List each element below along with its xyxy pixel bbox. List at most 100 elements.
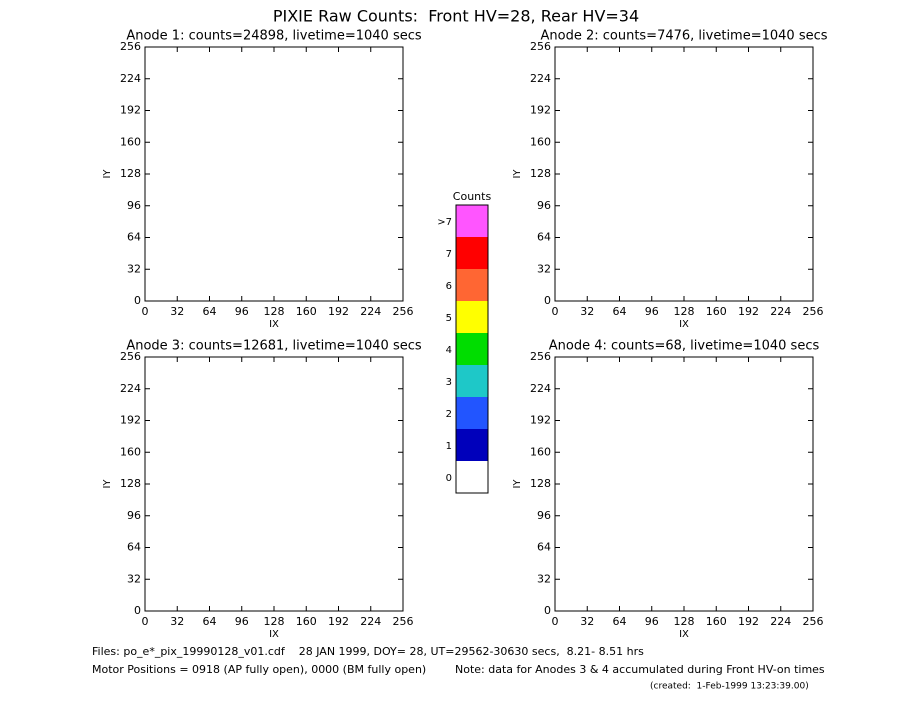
- x-tick-label: 256: [393, 615, 414, 628]
- colorbar-swatch: [456, 365, 488, 397]
- panel-title: Anode 3: counts=12681, livetime=1040 sec…: [126, 339, 422, 354]
- y-tick-label: 128: [120, 167, 141, 180]
- panel-title: Anode 4: counts=68, livetime=1040 secs: [549, 339, 820, 354]
- y-tick-label: 160: [120, 445, 141, 458]
- y-tick-label: 96: [127, 199, 141, 212]
- x-tick-label: 160: [706, 615, 727, 628]
- x-tick-label: 128: [264, 615, 285, 628]
- y-tick-label: 64: [127, 231, 141, 244]
- y-tick-label: 224: [530, 382, 551, 395]
- colorbar-frame: [455, 204, 489, 494]
- x-tick-label: 64: [613, 305, 627, 318]
- y-tick-label: 0: [544, 604, 551, 617]
- colorbar-swatch: [456, 205, 488, 237]
- x-tick-label: 224: [770, 615, 791, 628]
- y-axis-label: IY: [512, 479, 523, 489]
- x-tick-label: 32: [170, 305, 184, 318]
- x-tick-label: 96: [645, 615, 659, 628]
- main-title: PIXIE Raw Counts: Front HV=28, Rear HV=3…: [273, 7, 639, 26]
- y-tick-label: 224: [530, 72, 551, 85]
- x-axis-label: IX: [679, 319, 689, 330]
- y-axis-label: IY: [102, 479, 113, 489]
- x-tick-label: 32: [580, 615, 594, 628]
- colorbar-label: 1: [446, 441, 452, 452]
- x-axis-label: IX: [269, 319, 279, 330]
- y-tick-label: 256: [120, 40, 141, 53]
- x-tick-label: 64: [203, 305, 217, 318]
- x-tick-label: 192: [738, 615, 759, 628]
- colorbar-label: 6: [446, 281, 452, 292]
- y-tick-label: 160: [530, 135, 551, 148]
- colorbar-swatch: [456, 333, 488, 365]
- x-tick-label: 0: [552, 615, 559, 628]
- x-tick-label: 192: [328, 615, 349, 628]
- colorbar-label: >7: [437, 217, 452, 228]
- y-axis-label: IY: [102, 169, 113, 179]
- y-tick-label: 0: [134, 294, 141, 307]
- colorbar-swatch: [456, 397, 488, 429]
- y-tick-label: 224: [120, 382, 141, 395]
- y-tick-label: 256: [120, 350, 141, 363]
- x-tick-label: 0: [142, 305, 149, 318]
- colorbar-swatch: [456, 301, 488, 333]
- y-tick-label: 32: [537, 262, 551, 275]
- y-tick-label: 192: [530, 104, 551, 117]
- x-tick-label: 128: [674, 615, 695, 628]
- x-tick-label: 96: [235, 615, 249, 628]
- y-tick-label: 128: [530, 167, 551, 180]
- panel-title: Anode 2: counts=7476, livetime=1040 secs: [540, 29, 827, 44]
- y-tick-label: 0: [134, 604, 141, 617]
- y-tick-label: 256: [530, 40, 551, 53]
- footer-motor: Motor Positions = 0918 (AP fully open), …: [92, 663, 426, 676]
- panel-title: Anode 1: counts=24898, livetime=1040 sec…: [126, 29, 422, 44]
- y-tick-label: 0: [544, 294, 551, 307]
- colorbar-swatch: [456, 237, 488, 269]
- colorbar-label: 3: [446, 377, 452, 388]
- x-tick-label: 224: [770, 305, 791, 318]
- x-tick-label: 160: [706, 305, 727, 318]
- x-tick-label: 0: [142, 615, 149, 628]
- x-tick-label: 256: [393, 305, 414, 318]
- x-tick-label: 192: [738, 305, 759, 318]
- x-axis-label: IX: [269, 629, 279, 640]
- colorbar-label: 4: [446, 345, 452, 356]
- colorbar-swatch: [456, 429, 488, 461]
- colorbar-swatch: [456, 461, 488, 493]
- y-tick-label: 224: [120, 72, 141, 85]
- x-tick-label: 256: [803, 615, 824, 628]
- x-tick-label: 128: [264, 305, 285, 318]
- x-tick-label: 128: [674, 305, 695, 318]
- x-tick-label: 160: [296, 305, 317, 318]
- y-tick-label: 192: [120, 414, 141, 427]
- y-tick-label: 160: [530, 445, 551, 458]
- y-tick-label: 96: [537, 199, 551, 212]
- y-tick-label: 96: [127, 509, 141, 522]
- x-tick-label: 224: [360, 305, 381, 318]
- x-tick-label: 32: [170, 615, 184, 628]
- y-tick-label: 128: [530, 477, 551, 490]
- footer-created: (created: 1-Feb-1999 13:23:39.00): [650, 682, 809, 692]
- colorbar-label: 2: [446, 409, 452, 420]
- y-tick-label: 64: [537, 231, 551, 244]
- x-tick-label: 224: [360, 615, 381, 628]
- y-tick-label: 32: [127, 572, 141, 585]
- colorbar-label: 5: [446, 313, 452, 324]
- x-axis-label: IX: [679, 629, 689, 640]
- y-tick-label: 64: [537, 541, 551, 554]
- x-tick-label: 64: [613, 615, 627, 628]
- footer-files: Files: po_e*_pix_19990128_v01.cdf 28 JAN…: [92, 645, 644, 658]
- colorbar-title: Counts: [453, 190, 492, 203]
- x-tick-label: 0: [552, 305, 559, 318]
- x-tick-label: 96: [645, 305, 659, 318]
- y-tick-label: 192: [120, 104, 141, 117]
- y-tick-label: 32: [127, 262, 141, 275]
- colorbar-label: 0: [446, 473, 452, 484]
- y-tick-label: 192: [530, 414, 551, 427]
- footer-note: Note: data for Anodes 3 & 4 accumulated …: [455, 663, 825, 676]
- colorbar-swatch: [456, 269, 488, 301]
- y-tick-label: 128: [120, 477, 141, 490]
- y-axis-label: IY: [512, 169, 523, 179]
- y-tick-label: 64: [127, 541, 141, 554]
- y-tick-label: 256: [530, 350, 551, 363]
